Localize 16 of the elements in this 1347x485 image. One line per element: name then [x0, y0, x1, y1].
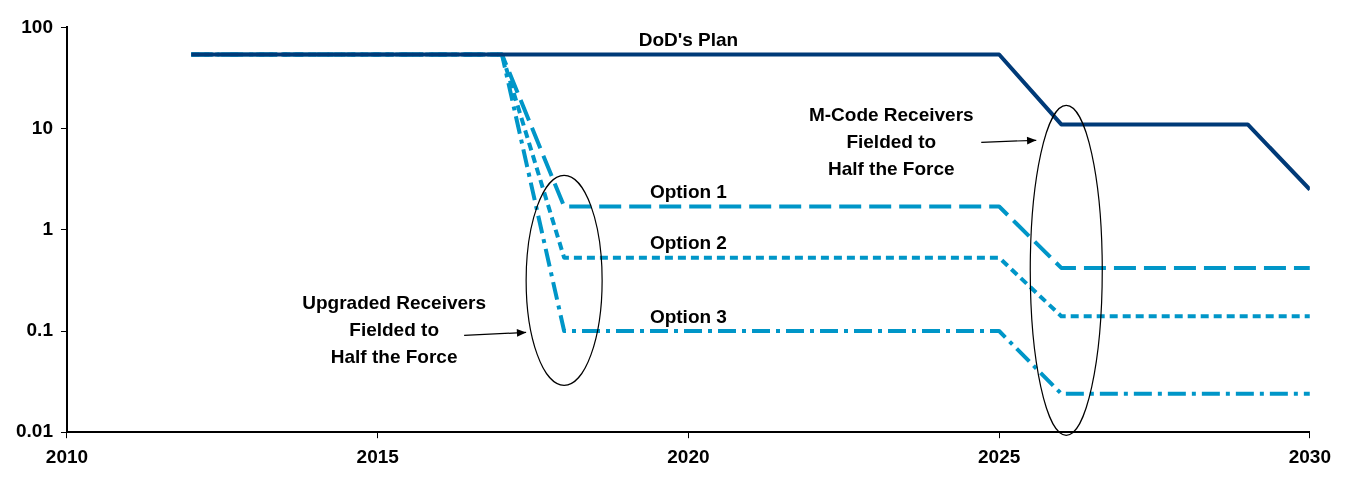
x-tick-label: 2025 [978, 445, 1021, 467]
y-tick-label: 0.01 [16, 420, 54, 442]
y-tick-label: 10 [31, 116, 53, 138]
x-tick-label: 2015 [356, 445, 400, 467]
y-tick-label: 0.1 [26, 319, 54, 341]
x-tick-label: 2010 [45, 445, 89, 467]
series-label: Option 1 [649, 181, 728, 203]
series-label: Option 2 [649, 232, 727, 254]
series-label: Option 3 [649, 305, 727, 327]
x-tick-label: 2020 [667, 445, 710, 467]
annotation: M-Code Receivers Fielded to Half the Force [808, 103, 974, 179]
annotation: Upgraded Receivers Fielded to Half the Force [302, 291, 487, 367]
series-label: DoD's Plan [638, 29, 739, 51]
y-tick-label: 1 [42, 218, 54, 240]
x-tick-label: 2030 [1288, 445, 1332, 467]
y-tick-label: 100 [21, 15, 53, 37]
